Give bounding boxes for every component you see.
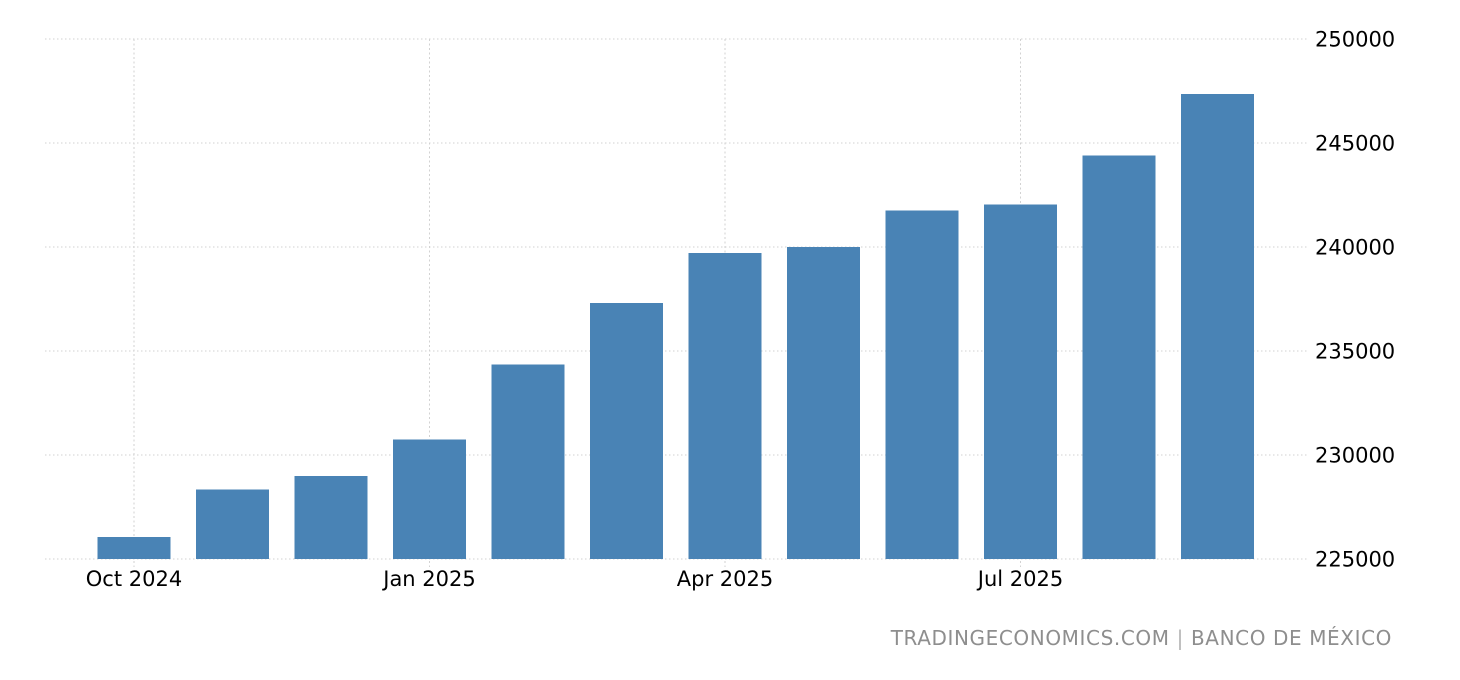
bar-aug-2025[interactable] bbox=[1082, 155, 1156, 560]
bar-dec-2024[interactable] bbox=[294, 475, 368, 559]
bar-may-2025[interactable] bbox=[787, 247, 860, 559]
bar-sep-2025[interactable] bbox=[1181, 94, 1254, 560]
x-axis-tick-label: Oct 2024 bbox=[86, 567, 182, 591]
x-axis-tick-label: Apr 2025 bbox=[677, 567, 773, 591]
bar-nov-2024[interactable] bbox=[196, 489, 269, 559]
bar-jul-2025[interactable] bbox=[984, 204, 1057, 560]
y-axis-tick-label: 240000 bbox=[1315, 236, 1395, 260]
bar-jan-2025[interactable] bbox=[393, 439, 466, 559]
y-axis-tick-label: 245000 bbox=[1315, 132, 1395, 156]
y-axis-tick-label: 225000 bbox=[1315, 548, 1395, 572]
bar-jun-2025[interactable] bbox=[885, 210, 959, 559]
bar-apr-2025[interactable] bbox=[688, 253, 762, 560]
y-axis-tick-label: 250000 bbox=[1315, 28, 1395, 52]
bar-mar-2025[interactable] bbox=[590, 303, 663, 559]
x-axis-tick-label: Jan 2025 bbox=[381, 567, 476, 591]
bar-feb-2025[interactable] bbox=[491, 364, 565, 559]
x-axis-tick-label: Jul 2025 bbox=[976, 567, 1063, 591]
y-axis-tick-label: 230000 bbox=[1315, 444, 1395, 468]
attribution: TRADINGECONOMICS.COM | BANCO DE MÉXICO bbox=[891, 626, 1392, 650]
attribution-site: TRADINGECONOMICS.COM bbox=[890, 626, 1170, 650]
bar-oct-2024[interactable] bbox=[97, 537, 171, 559]
attribution-source: BANCO DE MÉXICO bbox=[1190, 626, 1392, 650]
y-axis-tick-label: 235000 bbox=[1315, 340, 1395, 364]
attribution-separator: | bbox=[1176, 626, 1184, 650]
